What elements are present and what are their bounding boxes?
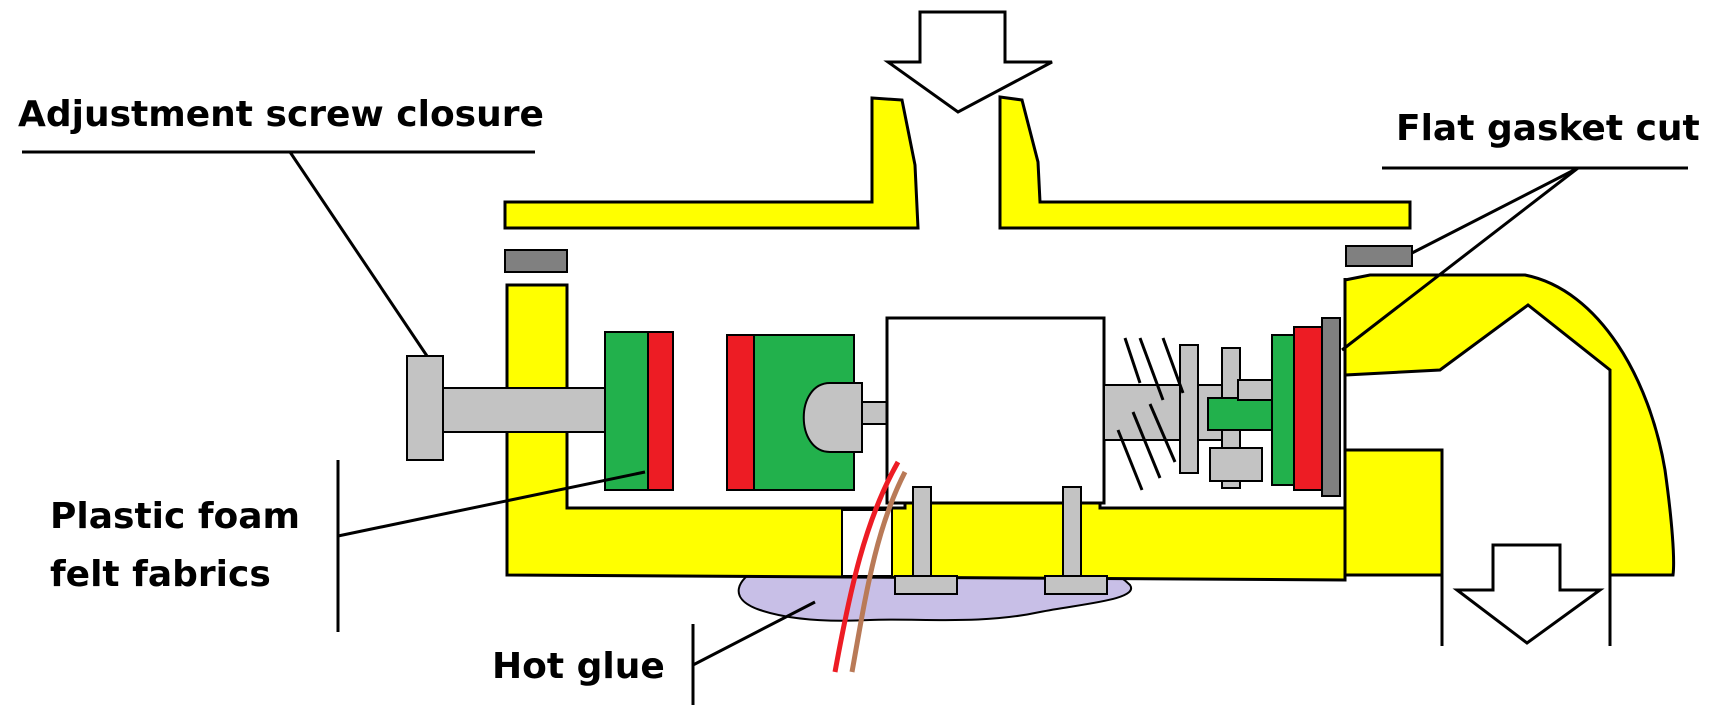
label-plastic-foam: Plastic foam <box>50 496 300 537</box>
right-flat-gasket <box>1345 245 1413 267</box>
moving-dome-tip <box>802 382 863 453</box>
moving-felt-strip <box>726 334 755 491</box>
left-bolt-shaft <box>912 486 932 581</box>
outlet-arrow <box>1452 543 1605 645</box>
plunger-guide <box>1237 379 1274 401</box>
left-flat-gasket <box>504 249 568 273</box>
spring <box>1116 337 1185 491</box>
label-adjustment-screw: Adjustment screw closure <box>18 94 544 135</box>
adjustment-screw-head <box>406 355 444 461</box>
right-foam-block <box>1271 334 1295 486</box>
right-bolt-shaft <box>1062 486 1082 581</box>
plunger-rod-upper <box>1179 344 1199 474</box>
right-seat-gasket <box>1321 317 1341 497</box>
central-body <box>885 316 1106 505</box>
label-hot-glue: Hot glue <box>492 646 665 687</box>
right-felt-strip <box>1293 326 1323 491</box>
left-bolt-head <box>894 575 958 595</box>
red-wire <box>832 460 901 673</box>
right-bolt-head <box>1044 575 1108 595</box>
top-cover-right <box>998 95 1412 230</box>
leader-lines <box>22 150 1688 705</box>
top-cover <box>503 96 920 230</box>
outlet-housing <box>1343 273 1676 577</box>
brown-wire <box>849 470 908 673</box>
inlet-arrow <box>883 10 1053 114</box>
plunger-collar-base <box>1209 447 1263 482</box>
label-flat-gasket: Flat gasket cut <box>1396 108 1700 149</box>
outlet-lower-housing <box>1343 448 1444 577</box>
left-felt-strip <box>647 331 674 491</box>
adjustment-screw-shaft <box>442 387 636 433</box>
dome-stem <box>861 401 888 425</box>
left-foam-block <box>604 331 651 491</box>
label-felt-fabrics: felt fabrics <box>50 554 271 595</box>
